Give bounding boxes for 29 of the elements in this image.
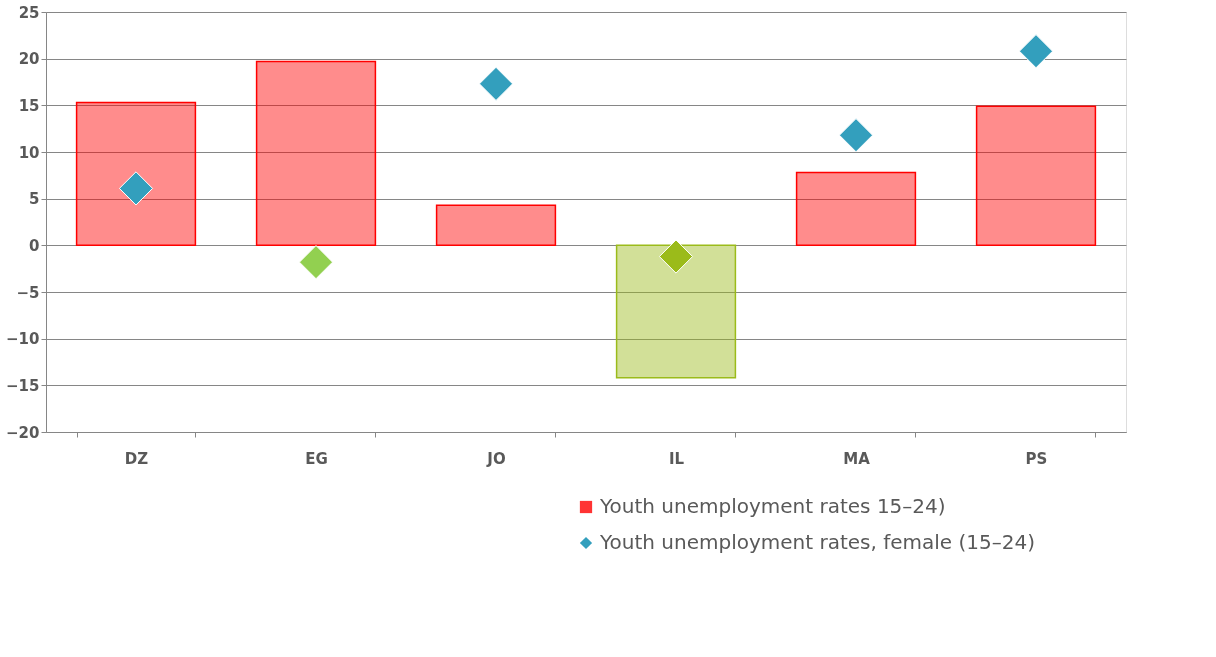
point [1018, 34, 1054, 69]
y-tick-label: 5 [29, 190, 40, 209]
y-tick-label: 25 [18, 3, 40, 22]
y-tick-label: 10 [18, 143, 40, 162]
x-tick-label: DZ [124, 449, 149, 468]
y-tick-label: −15 [6, 376, 40, 395]
x-tick-label: JO [486, 449, 506, 468]
legend-label: Youth unemployment rates 15–24) [599, 494, 946, 518]
point [478, 66, 514, 101]
x-tick-label: EG [305, 449, 328, 468]
point [838, 118, 874, 153]
legend-label: Youth unemployment rates, female (15–24) [599, 530, 1036, 554]
bar [795, 171, 917, 247]
x-tick-label: PS [1025, 449, 1048, 468]
bar [75, 101, 197, 247]
point [658, 239, 694, 274]
x-tick-label: MA [843, 449, 871, 468]
point [298, 245, 334, 280]
bar [255, 60, 377, 247]
y-tick-label: −5 [16, 283, 40, 302]
bar [435, 204, 557, 247]
y-tick-label: 0 [29, 236, 40, 255]
bar [975, 105, 1097, 247]
x-tick-label: IL [668, 449, 685, 468]
point [118, 171, 154, 206]
y-tick-label: −20 [6, 423, 40, 442]
y-tick-label: 15 [18, 96, 40, 115]
y-tick-label: −10 [6, 330, 40, 349]
y-tick-label: 20 [18, 50, 40, 69]
